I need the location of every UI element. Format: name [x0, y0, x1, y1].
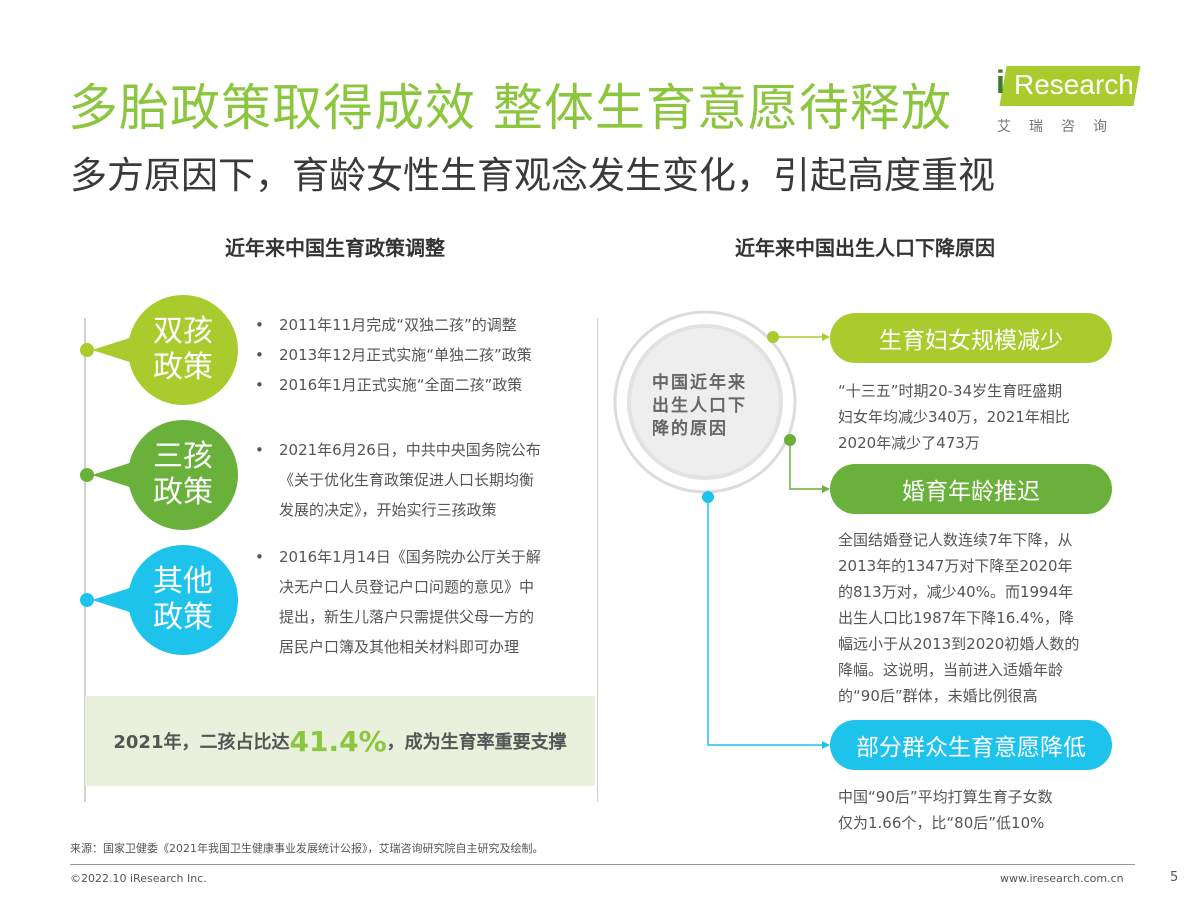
left-heading: 近年来中国生育政策调整 — [225, 236, 445, 260]
logo-mark: i — [996, 64, 1005, 100]
timeline-dot — [80, 343, 94, 357]
page-title: 多胎政策取得成效 整体生育意愿待释放 — [68, 79, 952, 137]
connector-dot-1 — [767, 331, 779, 343]
bullet-item: 2021年6月26日，中共中央国务院公布 — [255, 435, 541, 465]
reason-pill-women: 生育妇女规模减少 — [830, 313, 1112, 363]
reason-pill-marriage: 婚育年龄推迟 — [830, 464, 1112, 514]
bullet-line: 决无户口人员登记户口问题的意见》中 — [279, 578, 535, 596]
bullet-line: 《关于优化生育政策促进人口长期均衡 — [279, 471, 535, 489]
reason-text-marriage: 全国结婚登记人数连续7年下降，从 2013年的1347万对下降至2020年 的813… — [838, 531, 1080, 705]
connector-dot-3 — [702, 491, 714, 503]
reason-text-willingness: 中国“90后”平均打算生育子女数 仅为1.66个，比“80后”低10% — [838, 788, 1053, 832]
connector-dot-2 — [784, 434, 796, 446]
bullet-line: 提出，新生儿落户只需提供父母一方的 — [279, 608, 535, 626]
bullet-line: 发展的决定》，开始实行三孩政策 — [279, 501, 497, 519]
timeline-dot — [80, 468, 94, 482]
arrow-2 — [822, 485, 830, 493]
page-number: 5 — [1170, 870, 1179, 885]
logo-text: Research — [1014, 69, 1134, 100]
timeline-line — [84, 318, 86, 802]
bullet-item: 2013年12月正式实施“单独二孩”政策 — [255, 340, 532, 370]
policy-bubble-three-child: 三孩 政策 — [128, 420, 238, 530]
bullet-item: 2016年1月正式实施“全面二孩”政策 — [255, 370, 532, 400]
reason-text-women: “十三五”时期20-34岁生育旺盛期 妇女年均减少340万，2021年相比 2020… — [838, 382, 1070, 452]
source-note: 来源：国家卫健委《2021年我国卫生健康事业发展统计公报》，艾瑞咨询研究院自主研… — [70, 842, 544, 855]
policy-bullets-three-child: 2021年6月26日，中共中央国务院公布 《关于优化生育政策促进人口长期均衡 发… — [255, 435, 541, 525]
reason-pill-willingness: 部分群众生育意愿降低 — [830, 720, 1112, 770]
website-link[interactable]: www.iresearch.com.cn — [1000, 872, 1124, 885]
policy-bubble-two-child: 双孩 政策 — [128, 295, 238, 405]
policy-bubble-other: 其他 政策 — [128, 545, 238, 655]
bullet-item: 2011年11月完成“双独二孩”的调整 — [255, 310, 532, 340]
summary-suffix: ，成为生育率重要支撑 — [386, 732, 567, 753]
arrow-3 — [822, 741, 830, 749]
bullet-item: 2016年1月14日《国务院办公厅关于解 — [255, 542, 541, 572]
arrow-1 — [822, 333, 830, 341]
timeline-dot — [80, 593, 94, 607]
copyright: ©2022.10 iResearch Inc. — [70, 872, 207, 885]
page-subtitle: 多方原因下，育龄女性生育观念发生变化，引起高度重视 — [70, 154, 995, 197]
summary-value: 41.4% — [289, 724, 387, 758]
bullet-line: 居民户口簿及其他相关材料即可办理 — [279, 638, 520, 656]
policy-bullets-two-child: 2011年11月完成“双独二孩”的调整 2013年12月正式实施“单独二孩”政策… — [255, 310, 532, 400]
center-inner-circle — [627, 324, 783, 480]
logo-cn: 艾瑞咨询 — [997, 119, 1125, 135]
right-heading: 近年来中国出生人口下降原因 — [735, 236, 995, 260]
summary-prefix: 2021年，二孩占比达 — [113, 732, 290, 753]
footer-divider — [70, 864, 1135, 865]
center-label: 中国近年来 出生人口下 降的原因 — [652, 373, 747, 439]
connector-2 — [789, 440, 826, 490]
connector-3 — [707, 497, 826, 746]
summary-box: 2021年，二孩占比达 41.4% ，成为生育率重要支撑 — [85, 696, 595, 786]
policy-bullets-other: 2016年1月14日《国务院办公厅关于解 决无户口人员登记户口问题的意见》中 提… — [255, 542, 541, 662]
column-divider — [597, 318, 598, 802]
